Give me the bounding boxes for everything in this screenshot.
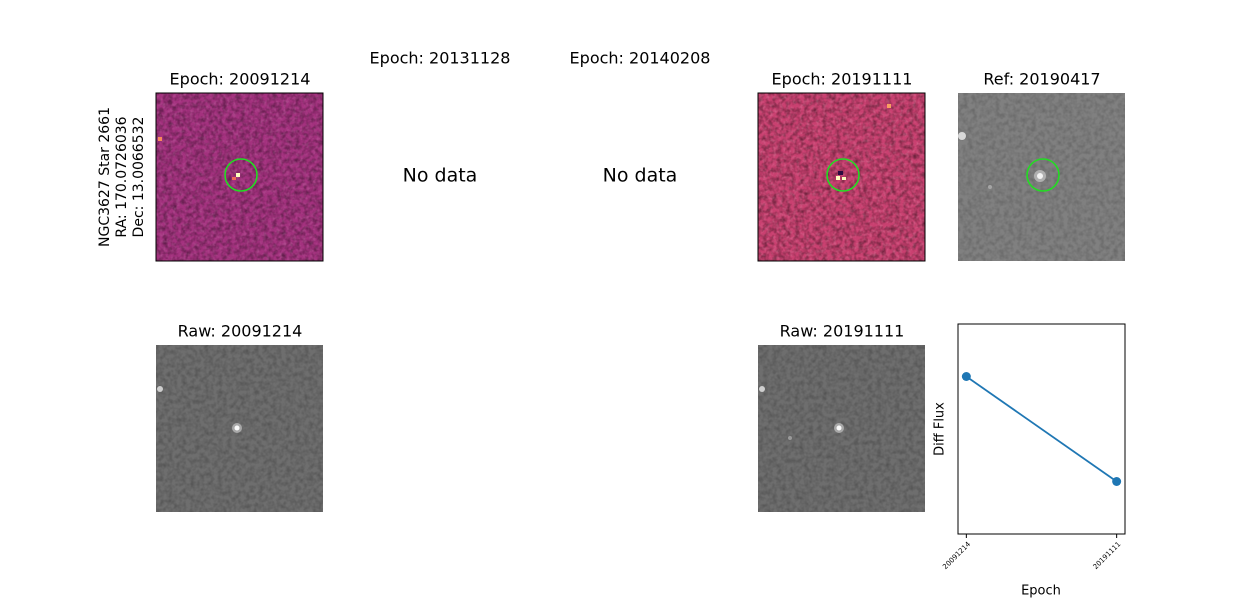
star — [887, 104, 891, 108]
star — [836, 425, 842, 431]
panel-title: Raw: 20091214 — [178, 322, 303, 341]
x-tick-label: 20091214 — [941, 540, 972, 571]
plot-frame — [957, 323, 1126, 535]
target-name: NGC3627 Star 2661 — [97, 107, 113, 247]
star — [236, 173, 240, 177]
star — [958, 132, 966, 140]
star — [838, 171, 843, 175]
x-axis-label: Epoch — [1021, 584, 1061, 599]
star — [759, 386, 765, 392]
target-circle — [826, 158, 860, 192]
marker — [1112, 477, 1122, 486]
star — [232, 177, 236, 180]
panel-title: Epoch: 20131128 — [370, 49, 511, 68]
marker — [961, 372, 971, 381]
panel-title: Raw: 20191111 — [780, 322, 905, 341]
y-axis-label: Diff Flux — [933, 402, 948, 456]
star — [836, 176, 840, 180]
target-circle — [1026, 158, 1060, 192]
star — [988, 185, 992, 189]
target-dec: Dec: 13.0066532 — [131, 117, 147, 238]
panel-title: Epoch: 20140208 — [570, 49, 711, 68]
diff-image — [155, 92, 324, 262]
no-data: No data — [603, 165, 678, 187]
frame — [757, 92, 926, 262]
raw-image — [156, 345, 323, 512]
panel-title: Ref: 20190417 — [983, 70, 1100, 89]
reference-image — [958, 93, 1125, 261]
line — [965, 375, 1118, 483]
no-data: No data — [403, 165, 478, 187]
star — [788, 436, 792, 440]
panel-title: Epoch: 20091214 — [170, 70, 311, 89]
target-ra: RA: 170.0726036 — [114, 116, 130, 237]
x-tick-label: 20191111 — [1092, 540, 1123, 571]
target-label: NGC3627 Star 2661 RA: 170.0726036 Dec: 1… — [97, 107, 147, 247]
raw-image — [758, 345, 925, 512]
target-circle — [224, 158, 258, 192]
star — [157, 386, 163, 392]
frame — [155, 92, 324, 262]
image-noise — [758, 93, 925, 261]
panel-title: Epoch: 20191111 — [772, 70, 913, 89]
star — [842, 177, 846, 180]
star — [1037, 173, 1043, 179]
star — [158, 137, 162, 141]
diff-image — [757, 92, 926, 262]
star — [234, 425, 240, 431]
